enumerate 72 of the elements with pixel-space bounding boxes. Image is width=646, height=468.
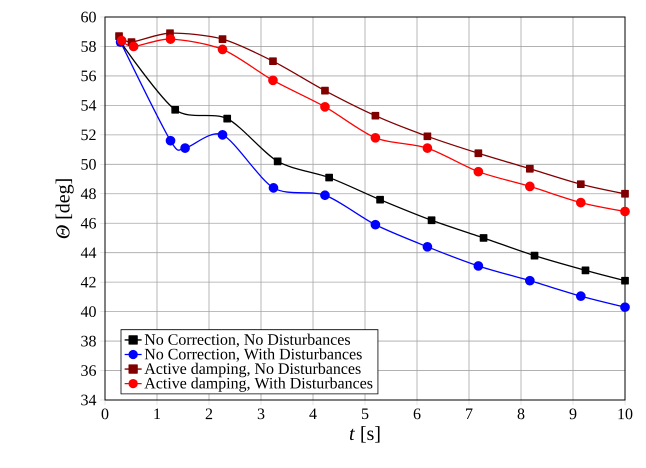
point <box>166 136 176 146</box>
y-tick-label: 56 <box>81 70 96 82</box>
point <box>526 164 534 173</box>
point <box>171 106 180 114</box>
y-tick-label: 50 <box>81 158 96 170</box>
x-tick-label: 2 <box>206 408 212 420</box>
y-tick-label: 46 <box>80 218 96 229</box>
y-tick-label: 48 <box>80 188 96 200</box>
y-tick-label: 58 <box>81 41 96 52</box>
point <box>218 130 228 140</box>
y-tick-label: 34 <box>81 394 96 406</box>
point <box>128 42 138 52</box>
point <box>474 261 484 271</box>
x-tick-label: 6 <box>414 408 421 420</box>
x-tick-label: 5 <box>362 408 368 420</box>
point <box>524 182 535 192</box>
point <box>325 174 333 182</box>
point <box>422 242 432 252</box>
point <box>422 143 432 153</box>
point <box>621 190 629 198</box>
y-tick-label: 42 <box>80 276 96 288</box>
point <box>376 196 384 204</box>
x-tick-label: 8 <box>518 408 524 420</box>
point <box>320 190 330 200</box>
legend-label: No Correction, No Disturbances <box>144 334 350 348</box>
x-tick-label: 9 <box>570 408 576 420</box>
point <box>321 86 329 94</box>
legend-label: No Correction, With Disturbances <box>144 348 362 362</box>
point <box>370 132 380 143</box>
x-tick-label: 4 <box>309 408 317 420</box>
point <box>474 149 482 158</box>
point <box>428 216 436 224</box>
point <box>474 166 484 177</box>
y-tick-label: 40 <box>80 306 96 317</box>
point <box>268 75 278 86</box>
point <box>524 276 535 286</box>
y-tick-label: 60 <box>81 12 96 22</box>
point <box>180 143 190 153</box>
legend-label: Active damping, With Disturbances <box>144 377 372 392</box>
point <box>530 252 538 260</box>
x-tick-label: 7 <box>466 408 473 419</box>
point <box>576 198 586 208</box>
point <box>269 57 277 66</box>
x-tick-label: 1 <box>154 408 160 420</box>
y-tick-label: 38 <box>81 336 96 346</box>
x-tick-label: 10 <box>618 408 632 420</box>
point <box>480 234 488 242</box>
point <box>372 112 380 120</box>
point <box>582 266 590 274</box>
x-axis-title: t [s] <box>350 426 380 443</box>
point <box>268 183 278 193</box>
x-tick-label: 0 <box>102 408 108 420</box>
point <box>620 206 630 216</box>
y-tick-label: 44 <box>80 247 96 258</box>
point <box>576 180 585 188</box>
point <box>424 132 432 140</box>
y-tick-label: 54 <box>81 100 96 111</box>
point <box>274 158 282 166</box>
point <box>218 35 226 43</box>
point <box>320 102 330 112</box>
x-tick-label: 3 <box>258 408 264 420</box>
y-tick-label: 36 <box>81 365 96 376</box>
point <box>218 44 228 54</box>
y-tick-label: 52 <box>81 129 96 140</box>
point <box>223 114 232 122</box>
point <box>166 34 176 44</box>
legend-label: Active damping, No Disturbances <box>144 362 361 378</box>
point <box>576 291 586 301</box>
point <box>621 276 629 285</box>
point <box>620 302 630 312</box>
y-axis-title: Θ [deg] <box>56 179 74 238</box>
point <box>370 220 380 230</box>
